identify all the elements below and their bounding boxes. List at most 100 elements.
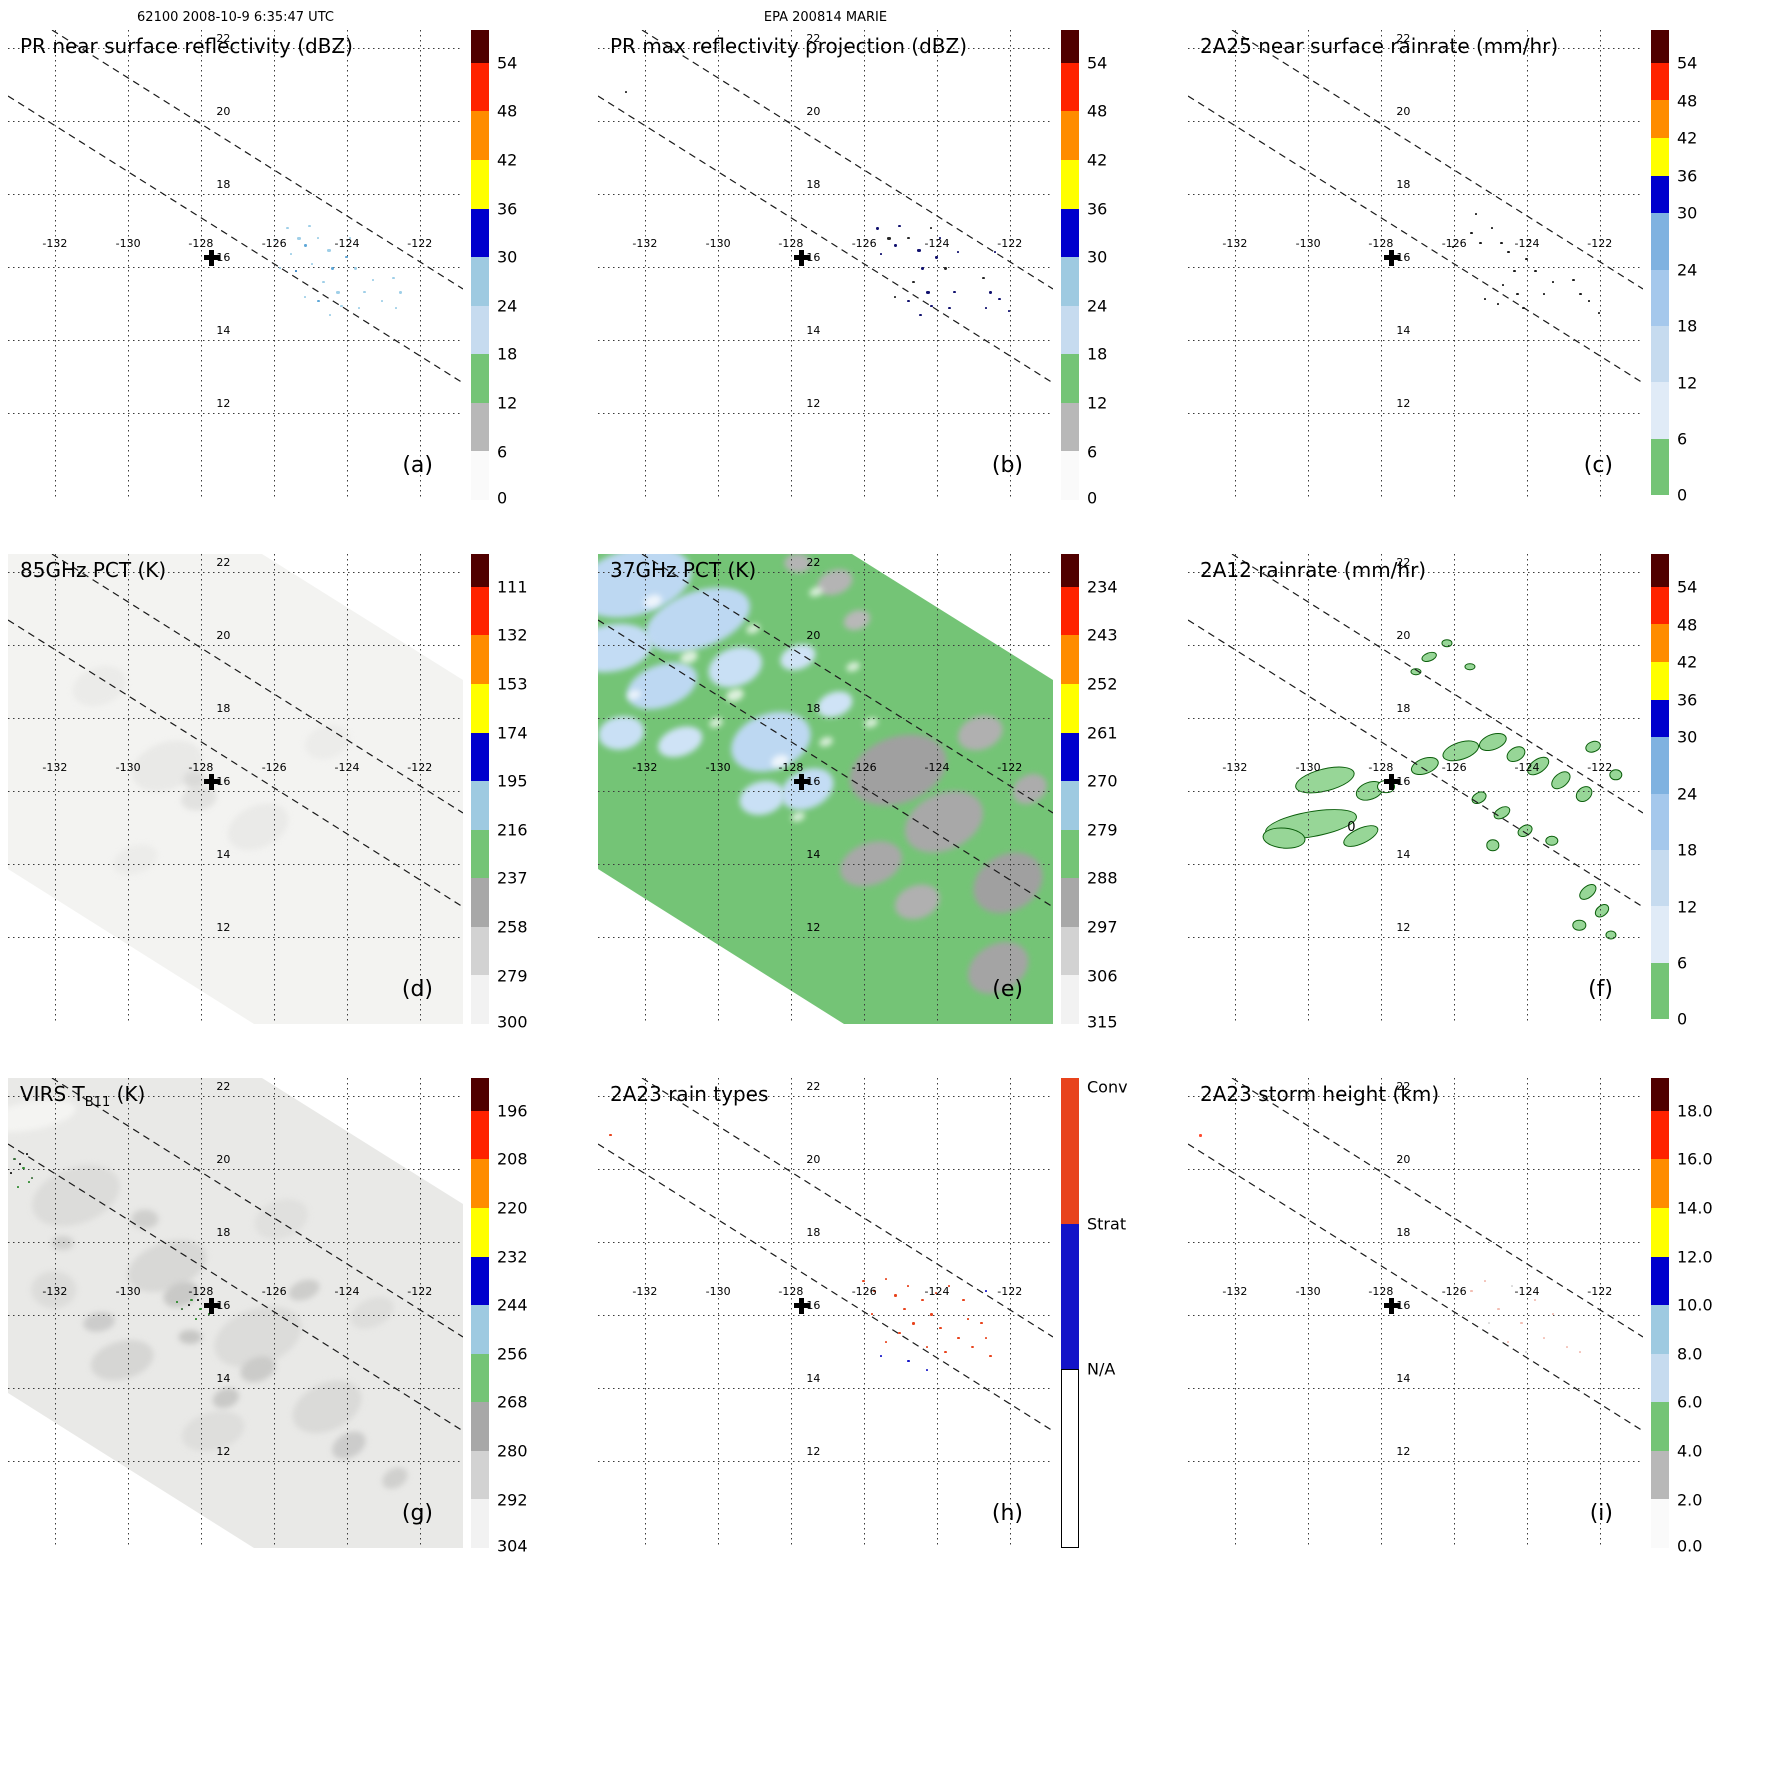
rain-pixel	[943, 1350, 947, 1353]
panel-letter: (i)	[1589, 1501, 1613, 1526]
rain-pixel	[943, 267, 947, 271]
colorbar-segment	[1651, 269, 1669, 327]
rain-pixel	[176, 1301, 179, 1303]
gridline-longitude	[644, 30, 646, 500]
gridline-longitude	[644, 1078, 646, 1548]
rain-pixel	[303, 243, 307, 247]
panel-h: -132 -130 -128 -126 -124 -122 22 20 18 16 14 12 2A23…	[598, 1078, 1188, 1602]
lon-label: -122	[1587, 760, 1613, 774]
lat-label: 20	[1396, 105, 1411, 119]
rain-pixel	[1511, 1284, 1514, 1287]
colorbar-segment	[1651, 138, 1669, 176]
colorbar-tick-label: 111	[497, 577, 528, 597]
pr-swath-edges	[1188, 554, 1643, 908]
colorbar-segment	[471, 62, 489, 112]
gridline-latitude	[1188, 790, 1643, 792]
colorbar-tick-label: 12	[1677, 373, 1698, 392]
colorbar-tick-label: 244	[497, 1295, 528, 1315]
rain-pixel	[362, 290, 366, 293]
lon-label: -126	[261, 236, 287, 250]
colorbar-tick-label: 270	[1087, 771, 1118, 791]
colorbar-segment	[471, 975, 489, 1024]
rain-pixel	[1533, 269, 1537, 272]
lat-label: 16	[216, 250, 231, 264]
lon-label: -124	[1514, 1284, 1540, 1298]
colorbar-segment	[471, 829, 489, 879]
lat-label: 18	[806, 702, 821, 716]
colorbar-segment	[1061, 257, 1079, 306]
swath-edge-dashed-line	[8, 95, 463, 384]
lon-label: -130	[1295, 760, 1321, 774]
gridline-longitude	[1308, 554, 1310, 1024]
colorbar-tick-label: 54	[497, 53, 518, 73]
colorbar-tick-label: 30	[497, 247, 518, 267]
lat-label: 22	[216, 1079, 231, 1093]
colorbar-tick-label: 48	[1087, 101, 1108, 121]
colorbar-tick-label: 24	[1677, 260, 1698, 280]
colorbar-tick-label: 10.0	[1677, 1295, 1713, 1315]
panels-grid: -132 -130 -128 -126 -124 -122 22 20 18 16 14 12 PR n…	[8, 30, 1771, 1602]
gridline-latitude	[8, 1242, 463, 1244]
gridline-latitude	[8, 1169, 463, 1171]
lon-label: -130	[1295, 1284, 1321, 1298]
colorbar-tick-label: 54	[1677, 53, 1698, 73]
gridline-latitude	[598, 645, 1053, 647]
gridline-latitude	[598, 1314, 1053, 1316]
rain-pixel	[893, 243, 897, 247]
colorbar-tick-label: 8.0	[1677, 1344, 1703, 1364]
colorbar-segment	[1061, 354, 1079, 403]
colorbar-tick-label: 292	[497, 1490, 528, 1510]
rain-pixel	[902, 1308, 906, 1311]
lat-label: 14	[806, 848, 821, 862]
rain-pixel	[911, 281, 915, 284]
colorbar-segment	[471, 1305, 489, 1354]
panel-title-text: VIRS T	[20, 1082, 85, 1106]
colorbar-tick-label: 42	[497, 150, 518, 170]
data-blob	[1464, 662, 1476, 671]
colorbar-tick-label: 288	[1087, 868, 1118, 888]
storm-center-marker	[793, 249, 810, 266]
rain-pixel	[939, 236, 942, 239]
colorbar-tick-label: 0	[1677, 1009, 1688, 1029]
storm-center-marker	[1383, 1297, 1400, 1314]
colorbar-f: 54 48 42 36 30 24 18 12 6 0	[1651, 554, 1697, 1029]
lon-label: -130	[705, 1284, 731, 1298]
colorbar-tick-label: 30	[1677, 203, 1698, 223]
gridline-latitude	[8, 790, 463, 792]
colorbar-tick-label: 232	[497, 1247, 528, 1267]
colorbar-tick-label: 54	[1677, 577, 1698, 597]
colorbar-tick-label: 304	[497, 1536, 528, 1556]
map-i: -132 -130 -128 -126 -124 -122 22 20 18 16 14 12 2A23…	[1188, 1078, 1643, 1548]
lat-label: 14	[806, 324, 821, 338]
colorbar-segment	[471, 305, 489, 355]
swath-edge-dashed-line	[598, 1143, 1053, 1432]
lat-label: 16	[216, 1298, 231, 1312]
data-blob	[1545, 835, 1559, 846]
gridline-longitude	[864, 1078, 866, 1548]
colorbar-tick-label: 297	[1087, 917, 1118, 937]
colorbar-segment	[471, 1110, 489, 1160]
rain-pixel	[394, 307, 397, 310]
colorbar-segment	[471, 732, 489, 782]
gridline-latitude	[1188, 1169, 1643, 1171]
rain-pixel	[1506, 250, 1510, 253]
gridline-latitude	[598, 1461, 1053, 1463]
swath-edge-dashed-line	[598, 619, 1053, 908]
gridline-longitude	[1380, 554, 1382, 1024]
rain-pixel	[208, 1313, 211, 1315]
swath-edge-dashed-line	[641, 30, 1053, 290]
lon-label: -128	[188, 1284, 214, 1298]
panel-f: -132 -130 -128 -126 -124 -122 22 20 18 16 14 12 0 2A1…	[1188, 554, 1771, 1078]
colorbar-tick-label: 300	[497, 1012, 528, 1032]
lon-label: -122	[997, 760, 1023, 774]
rain-pixel	[187, 1303, 190, 1306]
storm-center-marker	[1383, 249, 1400, 266]
storm-center-marker	[1383, 773, 1400, 790]
lat-label: 12	[1396, 397, 1411, 411]
rain-pixel	[1490, 227, 1493, 230]
lon-label: -122	[407, 236, 433, 250]
rain-pixel	[871, 1313, 873, 1315]
rain-pixel	[353, 267, 357, 271]
rain-pixel	[290, 253, 293, 256]
lat-label: 16	[806, 1298, 821, 1312]
